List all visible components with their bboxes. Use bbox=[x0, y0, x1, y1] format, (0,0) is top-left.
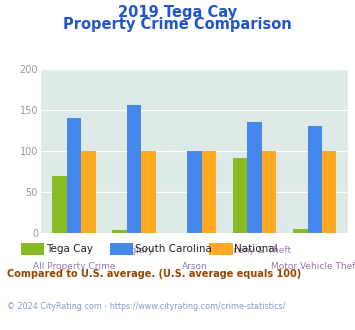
Bar bbox=[293, 229, 307, 233]
Text: Larceny & Theft: Larceny & Theft bbox=[219, 246, 291, 255]
Text: Motor Vehicle Theft: Motor Vehicle Theft bbox=[271, 262, 355, 271]
Bar bbox=[127, 105, 141, 233]
Bar bbox=[113, 230, 127, 233]
Text: © 2024 CityRating.com - https://www.cityrating.com/crime-statistics/: © 2024 CityRating.com - https://www.city… bbox=[7, 302, 285, 311]
Bar bbox=[202, 151, 216, 233]
Bar bbox=[247, 121, 262, 233]
Bar bbox=[81, 151, 95, 233]
Text: Property Crime Comparison: Property Crime Comparison bbox=[63, 16, 292, 31]
Text: National: National bbox=[234, 244, 278, 254]
Text: All Property Crime: All Property Crime bbox=[33, 262, 115, 271]
Text: Arson: Arson bbox=[181, 262, 207, 271]
Bar bbox=[187, 151, 202, 233]
Bar bbox=[67, 118, 81, 233]
Text: Compared to U.S. average. (U.S. average equals 100): Compared to U.S. average. (U.S. average … bbox=[7, 269, 301, 279]
Text: 2019 Tega Cay: 2019 Tega Cay bbox=[118, 5, 237, 20]
Bar bbox=[262, 151, 276, 233]
Bar bbox=[141, 151, 156, 233]
Bar bbox=[307, 126, 322, 233]
Text: Tega Cay: Tega Cay bbox=[46, 244, 93, 254]
Bar bbox=[322, 151, 337, 233]
Bar bbox=[233, 157, 247, 233]
Bar bbox=[52, 176, 67, 233]
Text: South Carolina: South Carolina bbox=[135, 244, 212, 254]
Text: Burglary: Burglary bbox=[115, 246, 153, 255]
